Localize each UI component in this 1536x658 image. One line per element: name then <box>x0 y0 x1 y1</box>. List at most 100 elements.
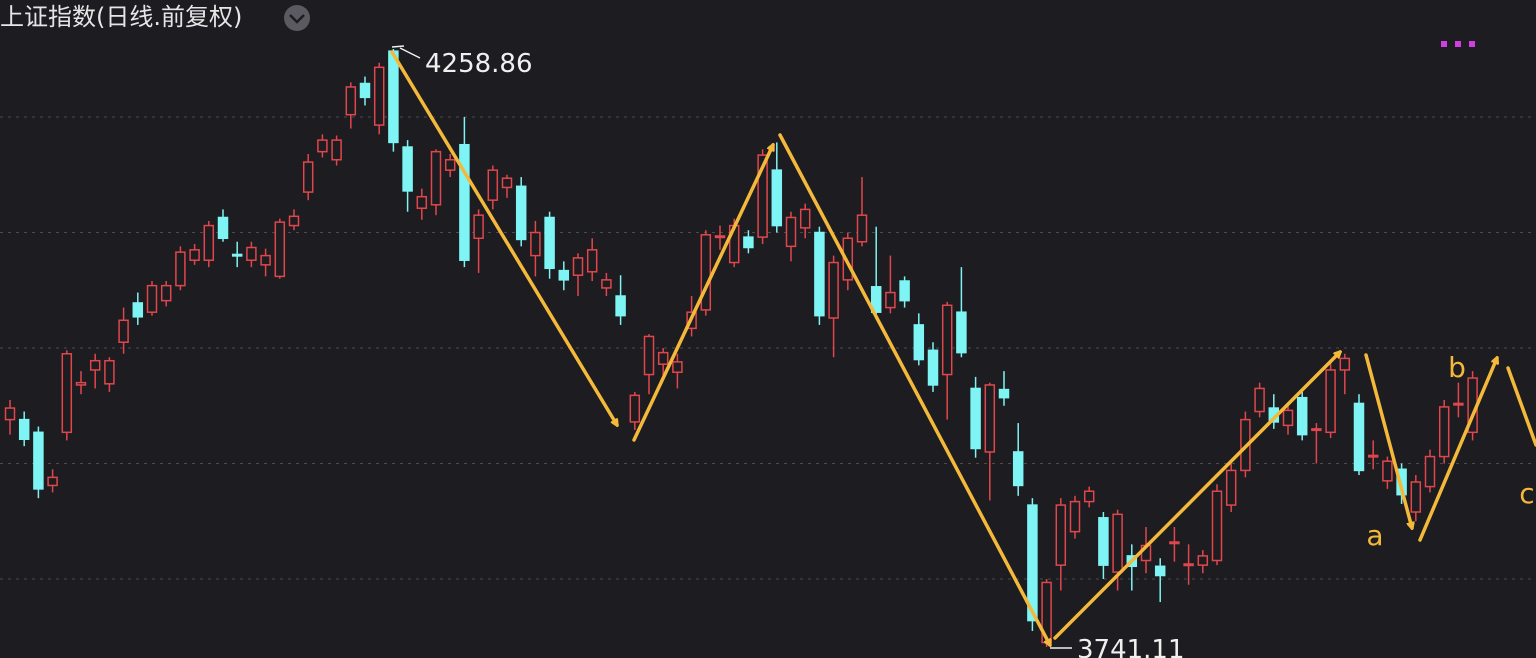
candle-body <box>984 384 996 453</box>
candle-body <box>175 251 186 287</box>
candle-body <box>856 214 868 243</box>
candle-body <box>1112 513 1123 573</box>
candle-body <box>700 234 712 311</box>
candle-body <box>899 280 910 302</box>
candle-body <box>217 216 229 240</box>
candle-body <box>189 249 200 261</box>
candle-body <box>373 66 385 126</box>
candle-body <box>1424 455 1436 488</box>
menu-dot <box>1441 41 1447 47</box>
candle-body <box>714 235 726 239</box>
candle-body <box>1154 565 1166 577</box>
wave-arrows <box>390 50 1536 645</box>
candle-body <box>160 284 172 302</box>
candle-body <box>317 139 328 153</box>
wave-arrow <box>632 145 773 442</box>
candle-body <box>246 246 257 261</box>
candle-body <box>544 216 555 270</box>
candle-body <box>416 195 428 209</box>
candle-body <box>118 319 129 343</box>
candle-body <box>260 254 271 266</box>
chart-title: 上证指数(日线.前复权) <box>0 3 242 31</box>
candle-body <box>345 86 357 116</box>
candle-body <box>785 216 797 248</box>
candle-body <box>572 257 584 276</box>
candle-body <box>970 387 981 450</box>
candle-body <box>444 158 456 171</box>
candle-body <box>885 291 896 309</box>
candle-body <box>1367 454 1379 458</box>
dropdown-chevron <box>289 14 305 24</box>
wave-arrow <box>1364 353 1412 528</box>
candle-body <box>643 335 655 376</box>
wave-arrow <box>778 133 1052 645</box>
candle-body <box>771 169 783 227</box>
candle-body <box>302 161 314 193</box>
candle-body <box>615 295 626 317</box>
candle-body <box>388 50 399 144</box>
wave-arrow <box>1053 352 1340 640</box>
wave-label: b <box>1448 351 1466 384</box>
candle-body <box>927 349 939 386</box>
candle-body <box>1012 451 1024 487</box>
candle-body <box>473 214 484 240</box>
candle-body <box>430 150 442 206</box>
candle-body <box>33 431 44 490</box>
candle-body <box>1353 402 1365 472</box>
candle-body <box>586 249 598 273</box>
candle-body <box>1169 541 1180 545</box>
dropdown-button[interactable] <box>284 5 310 31</box>
candle-body <box>1382 460 1393 482</box>
high-label: 4258.86 <box>425 49 533 79</box>
candles <box>4 49 1478 648</box>
candle-body <box>1296 396 1308 436</box>
candle-body <box>104 359 115 385</box>
grid <box>0 116 1536 580</box>
candle-body <box>203 224 215 261</box>
candle-body <box>1282 409 1294 427</box>
candle-body <box>132 302 144 318</box>
candle-body <box>515 185 527 241</box>
candle-body <box>89 359 101 371</box>
candle-body <box>870 286 882 313</box>
candle-body <box>601 279 612 289</box>
candle-body <box>146 284 158 313</box>
candle-body <box>331 139 342 161</box>
candle-body <box>487 169 499 201</box>
candle-body <box>814 231 825 317</box>
candle-body <box>1339 357 1351 371</box>
wave-arrow <box>390 50 617 425</box>
candle-body <box>274 221 286 278</box>
candle-body <box>1211 490 1223 562</box>
candle-body <box>1197 555 1209 566</box>
candle-body <box>1055 504 1067 566</box>
candle-body <box>842 237 854 281</box>
candle-body <box>1183 563 1194 567</box>
candle-body <box>1453 402 1464 406</box>
candle-body <box>672 361 683 374</box>
candle-body <box>799 208 811 229</box>
dropdown-circle[interactable] <box>284 5 310 31</box>
high-pointer <box>391 45 421 59</box>
candle-body <box>657 351 669 365</box>
candle-body <box>459 143 470 261</box>
wave-arrow <box>1506 366 1536 447</box>
candle-body <box>359 82 371 99</box>
candle-body <box>956 311 967 354</box>
candle-body <box>288 215 300 227</box>
candle-body <box>1069 500 1081 533</box>
more-menu[interactable] <box>1441 41 1475 47</box>
candle-body <box>913 324 925 361</box>
candle-body <box>47 476 58 487</box>
candle-body <box>941 304 953 376</box>
candle-body <box>1438 406 1450 458</box>
menu-dot <box>1469 41 1475 47</box>
candle-body <box>629 394 641 423</box>
wave-label: a <box>1366 519 1383 552</box>
candle-body <box>4 407 16 421</box>
wave-label: c <box>1519 477 1534 510</box>
candle-body <box>1098 517 1109 566</box>
candle-body <box>402 146 413 192</box>
